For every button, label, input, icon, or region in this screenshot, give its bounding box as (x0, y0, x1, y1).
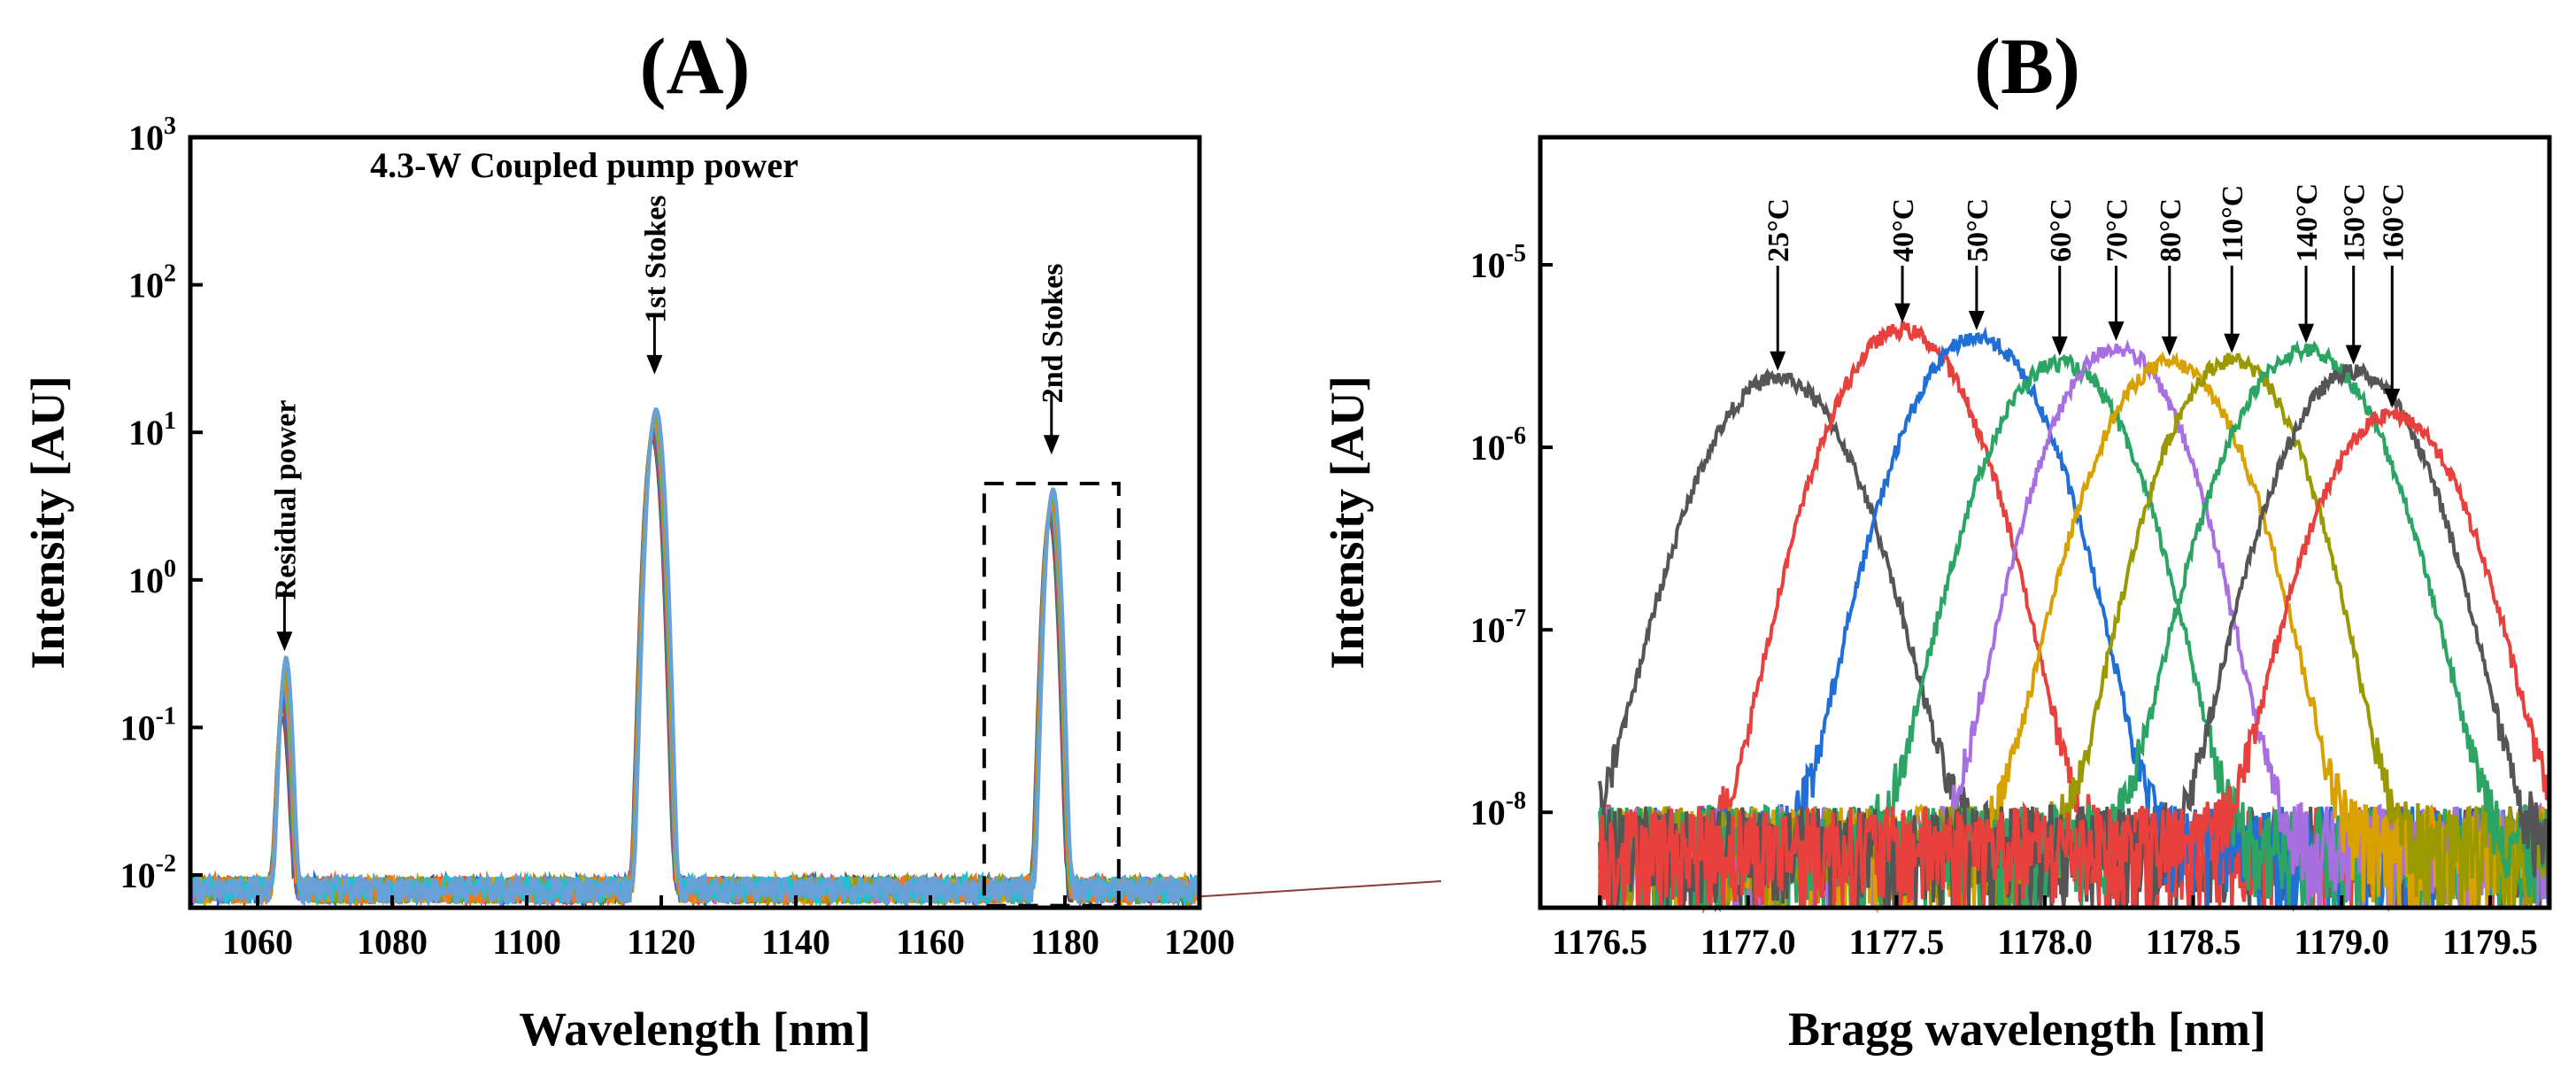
y-tick-label: 100 (128, 555, 176, 600)
x-tick-label: 1176.5 (1552, 922, 1647, 962)
temperature-arrow-head (2224, 333, 2241, 353)
x-tick-label: 1179.0 (2294, 922, 2389, 962)
temperature-arrow-head (2108, 321, 2125, 341)
panel-a-xlabel: Wavelength [nm] (519, 1002, 871, 1056)
spectrum-series-line (189, 422, 1201, 911)
x-tick-label: 1200 (1164, 922, 1235, 962)
x-tick-label: 1080 (357, 922, 428, 962)
panel-a-frame (188, 135, 1202, 910)
peak-arrow-head (276, 631, 293, 652)
x-tick-label: 1179.5 (2442, 922, 2538, 962)
temperature-series-line (1598, 407, 2551, 910)
y-tick-label: 101 (128, 407, 176, 453)
x-tick-label: 1180 (1030, 922, 1099, 962)
peak-arrow-head (1043, 435, 1060, 455)
temperature-arrow-head (2345, 344, 2362, 365)
panel-a-title: 4.3-W Coupled pump power (370, 145, 798, 185)
x-tick-label: 1060 (222, 922, 293, 962)
temperature-label: 140°C (2291, 183, 2324, 262)
temperature-arrow-head (2298, 323, 2315, 344)
spectrum-series-line (189, 406, 1201, 910)
y-tick-label: 10-5 (1470, 240, 1526, 285)
spectrum-series-line (189, 412, 1201, 910)
spectrum-series-line (189, 424, 1201, 909)
y-tick-label: 102 (128, 260, 176, 306)
y-tick-label: 10-6 (1470, 422, 1526, 468)
panel-b-plot-area (1598, 321, 2551, 915)
temperature-arrow-head (1968, 311, 1985, 331)
x-tick-label: 1160 (896, 922, 965, 962)
temperature-label: 80°C (2155, 198, 2187, 262)
spectrum-series-line (189, 408, 1201, 908)
panel-a-ylabel: Intensity [AU] (21, 375, 74, 670)
temperature-arrow-head (1894, 303, 1911, 323)
temperature-label: 150°C (2339, 183, 2372, 262)
y-tick-label: 10-8 (1470, 787, 1526, 832)
spectrum-series-line (189, 415, 1201, 910)
y-tick-label: 103 (128, 112, 176, 158)
y-tick-label: 10-7 (1470, 605, 1526, 650)
temperature-label: 60°C (2045, 198, 2078, 262)
x-tick-label: 1178.5 (2146, 922, 2241, 962)
temperature-arrow-head (2161, 336, 2178, 356)
x-tick-label: 1177.0 (1701, 922, 1796, 962)
x-tick-label: 1140 (761, 922, 830, 962)
spectrum-series-line (189, 417, 1201, 909)
peak-annotation-label: 2nd Stokes (1037, 263, 1069, 403)
x-tick-label: 1120 (627, 922, 696, 962)
panel-b-xlabel: Bragg wavelength [nm] (1788, 1002, 2266, 1056)
panel-a-annotations: Residual power 1st Stokes 2nd Stokes (269, 195, 1069, 652)
x-tick-label: 1100 (492, 922, 561, 962)
panel-b-ticks: 1176.5 1177.0 1177.5 1178.0 1178.5 1179.0 1179… (1470, 240, 2538, 962)
peak-arrow-head (646, 354, 663, 375)
zoom-box (982, 481, 1121, 908)
temperature-label: 70°C (2101, 198, 2133, 262)
temperature-label: 40°C (1887, 198, 1920, 262)
y-tick-label: 10-1 (120, 702, 176, 747)
temperature-label: 110°C (2217, 185, 2249, 262)
spectrum-series-line (189, 428, 1201, 910)
x-tick-label: 1177.5 (1848, 922, 1944, 962)
panel-b-ylabel: Intensity [AU] (1321, 375, 1374, 670)
panel-a: (A) 4.3-W Coupled pump power 1060 1080 110… (21, 23, 1235, 1056)
peak-annotation-label: Residual power (269, 400, 302, 600)
panel-b: (B) 1176.5 1177.0 1177.5 1178.0 1178.5 1179.0… (1321, 23, 2552, 1056)
peak-annotation-label: 1st Stokes (639, 195, 672, 323)
panel-a-ticks: 1060 1080 1100 1120 1140 1160 1180 1200 10-2 10-1… (120, 112, 1235, 962)
panel-b-annotations: 25°C 40°C 50°C 60°C 70°C 80°C 110°C 140°C 150°C 1… (1762, 183, 2410, 408)
temperature-label: 50°C (1962, 198, 1994, 262)
temperature-arrow-head (1770, 351, 1786, 371)
panel-a-label: (A) (640, 23, 751, 111)
temperature-label: 160°C (2377, 183, 2410, 262)
panel-a-plot-area (189, 406, 1201, 911)
temperature-arrow-head (2051, 336, 2068, 356)
temperature-label: 25°C (1762, 198, 1795, 262)
temperature-arrow-head (2384, 388, 2401, 408)
x-tick-label: 1178.0 (1997, 922, 2093, 962)
y-tick-label: 10-2 (120, 850, 176, 895)
panel-b-label: (B) (1974, 23, 2080, 111)
